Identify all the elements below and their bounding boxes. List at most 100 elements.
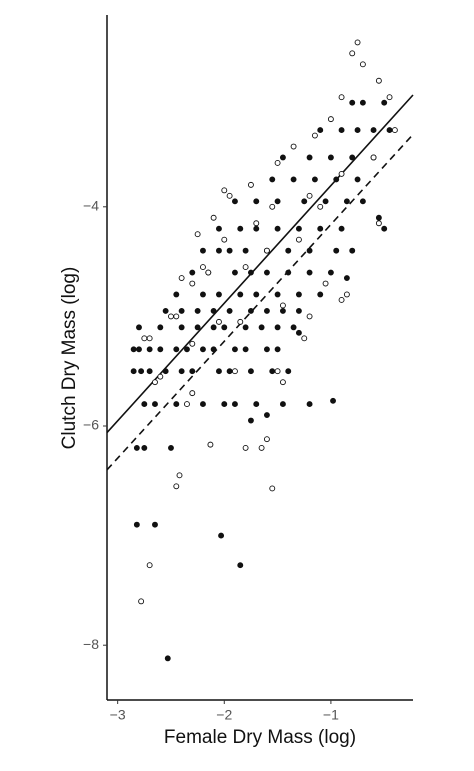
point <box>263 307 270 314</box>
point <box>285 247 292 254</box>
point <box>210 307 217 314</box>
point <box>274 324 281 331</box>
x-tick-label: −3 <box>110 707 126 723</box>
point <box>178 324 185 331</box>
point <box>306 313 313 320</box>
point <box>263 269 270 276</box>
point <box>221 187 228 194</box>
point <box>200 264 206 271</box>
point <box>253 291 260 298</box>
point <box>157 324 164 331</box>
point <box>349 99 356 106</box>
point <box>311 176 318 183</box>
point <box>269 203 276 210</box>
point <box>168 444 174 451</box>
point <box>279 401 286 408</box>
point <box>216 368 222 375</box>
y-tick-label: −8 <box>83 636 99 652</box>
point <box>290 143 297 150</box>
point <box>162 307 169 314</box>
point <box>359 198 366 205</box>
point <box>269 368 276 375</box>
point <box>274 160 281 166</box>
point <box>178 368 185 375</box>
point <box>152 401 158 408</box>
point <box>295 291 302 298</box>
point <box>194 324 201 331</box>
point <box>263 346 270 353</box>
point <box>263 412 270 418</box>
point <box>253 220 260 227</box>
point <box>343 198 350 205</box>
point <box>173 401 180 408</box>
point <box>226 368 233 375</box>
point <box>226 307 233 314</box>
point <box>295 236 302 243</box>
point <box>279 302 286 309</box>
point <box>274 198 281 205</box>
point <box>247 269 254 276</box>
point <box>136 346 142 353</box>
point <box>338 94 345 101</box>
point <box>146 562 153 569</box>
point <box>349 247 356 254</box>
point <box>306 192 313 199</box>
point <box>231 198 238 205</box>
point <box>370 127 377 134</box>
point <box>269 176 276 183</box>
point <box>322 280 329 287</box>
point <box>237 225 244 232</box>
point <box>263 436 270 443</box>
point <box>173 483 180 490</box>
point <box>330 397 336 404</box>
point <box>133 444 140 451</box>
point <box>242 346 249 353</box>
point <box>138 598 145 605</box>
point <box>349 50 356 57</box>
point <box>237 318 244 325</box>
point <box>221 401 228 408</box>
point <box>253 401 260 408</box>
point <box>253 198 260 205</box>
point <box>306 154 313 161</box>
point <box>189 390 196 397</box>
point <box>381 225 388 232</box>
point <box>386 94 393 101</box>
point <box>136 324 142 331</box>
point <box>306 401 313 408</box>
point <box>237 291 244 298</box>
point <box>221 236 228 243</box>
point <box>285 368 292 375</box>
point <box>176 472 183 479</box>
point <box>290 324 297 331</box>
point <box>317 203 324 210</box>
point <box>162 368 169 375</box>
point <box>263 247 270 254</box>
point <box>311 132 318 139</box>
point <box>343 291 350 298</box>
point <box>359 61 366 68</box>
point <box>194 307 201 314</box>
point <box>285 269 292 276</box>
point <box>242 247 249 254</box>
point <box>178 275 185 281</box>
point <box>130 346 137 353</box>
point <box>226 192 233 199</box>
point <box>317 291 324 298</box>
point <box>189 269 196 276</box>
point <box>354 127 361 134</box>
point <box>168 313 174 320</box>
point <box>301 335 308 342</box>
y-tick-label: −6 <box>83 417 99 433</box>
point <box>322 198 329 205</box>
point <box>242 264 249 271</box>
point <box>141 335 148 342</box>
point <box>231 401 238 408</box>
point <box>274 291 281 298</box>
point <box>216 318 222 325</box>
point <box>157 373 164 380</box>
point <box>333 176 340 183</box>
point <box>274 346 281 353</box>
point <box>210 346 217 353</box>
